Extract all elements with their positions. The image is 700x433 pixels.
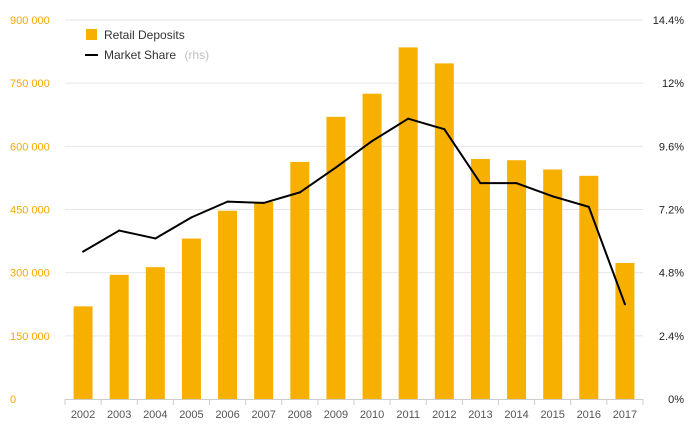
left-tick-label: 300 000 xyxy=(10,268,50,280)
left-tick-label: 0 xyxy=(10,394,16,406)
bar-retail-deposits xyxy=(290,161,310,399)
x-tick-label: 2002 xyxy=(71,409,95,421)
x-tick-label: 2003 xyxy=(107,409,131,421)
point-market-share xyxy=(154,237,157,240)
x-tick-label: 2006 xyxy=(215,409,239,421)
left-tick-label: 150 000 xyxy=(10,331,50,343)
x-tick-label: 2008 xyxy=(288,409,312,421)
bar-retail-deposits xyxy=(218,210,238,399)
point-market-share xyxy=(118,229,121,232)
x-tick-label: 2009 xyxy=(324,409,348,421)
point-market-share xyxy=(443,128,446,131)
bar-retail-deposits xyxy=(181,238,201,399)
right-tick-label: 2.4% xyxy=(659,331,684,343)
legend-label-market-share-suffix: (rhs) xyxy=(184,48,209,62)
x-tick-label: 2017 xyxy=(613,409,637,421)
bar-retail-deposits xyxy=(362,93,382,399)
point-market-share xyxy=(82,250,85,253)
x-axis-ticks: 2002 2003 2004 2005 2006 2007 2008 2009 2010 2011… xyxy=(71,409,637,421)
bar-retail-deposits xyxy=(73,306,93,399)
right-tick-label: 0% xyxy=(668,394,684,406)
point-market-share xyxy=(190,216,193,219)
legend-label-market-share: Market Share (rhs) xyxy=(104,46,209,63)
left-tick-label: 450 000 xyxy=(10,205,50,217)
left-axis-ticks: 0 150 000 300 000 450 000 600 000 750 000 900 … xyxy=(10,15,50,406)
bar-retail-deposits xyxy=(398,47,418,399)
bar-retail-deposits xyxy=(470,158,490,399)
bar-retail-deposits xyxy=(254,201,274,399)
legend-label-market-share-name: Market Share xyxy=(104,48,176,62)
axes xyxy=(64,399,644,405)
point-market-share xyxy=(515,182,518,185)
x-tick-label: 2007 xyxy=(251,409,275,421)
point-market-share xyxy=(587,205,590,208)
point-market-share xyxy=(262,201,265,204)
legend-swatch-retail-deposits xyxy=(86,29,97,40)
bar-retail-deposits xyxy=(615,262,635,399)
right-axis-ticks: 0% 2.4% 4.8% 7.2% 9.6% 12% 14.4% xyxy=(653,15,684,406)
x-tick-label: 2004 xyxy=(143,409,167,421)
right-tick-label: 4.8% xyxy=(659,268,684,280)
point-market-share xyxy=(298,191,301,194)
x-tick-label: 2016 xyxy=(577,409,601,421)
point-market-share xyxy=(334,166,337,169)
x-tick-label: 2010 xyxy=(360,409,384,421)
bar-retail-deposits xyxy=(109,274,129,399)
left-tick-label: 600 000 xyxy=(10,141,50,153)
left-tick-label: 900 000 xyxy=(10,15,50,27)
point-market-share xyxy=(371,140,374,143)
bar-retail-deposits xyxy=(507,160,527,399)
right-tick-label: 7.2% xyxy=(659,205,684,217)
point-market-share xyxy=(226,200,229,203)
line-market-share xyxy=(82,117,626,305)
right-tick-label: 9.6% xyxy=(659,141,684,153)
bar-retail-deposits xyxy=(579,175,599,399)
point-market-share xyxy=(407,117,410,120)
legend: Retail Deposits Market Share (rhs) xyxy=(85,28,209,63)
bar-retail-deposits xyxy=(326,116,346,399)
bar-retail-deposits xyxy=(543,169,563,399)
left-tick-label: 750 000 xyxy=(10,78,50,90)
x-tick-label: 2011 xyxy=(396,409,420,421)
x-tick-label: 2013 xyxy=(468,409,492,421)
point-market-share xyxy=(623,303,626,306)
bar-series xyxy=(73,47,635,399)
x-tick-label: 2014 xyxy=(504,409,528,421)
point-market-share xyxy=(479,182,482,185)
x-tick-label: 2012 xyxy=(432,409,456,421)
line-series xyxy=(82,117,626,306)
legend-label-retail-deposits: Retail Deposits xyxy=(104,28,185,42)
right-tick-label: 12% xyxy=(662,78,684,90)
point-market-share xyxy=(551,195,554,198)
x-tick-label: 2005 xyxy=(179,409,203,421)
x-tick-label: 2015 xyxy=(540,409,564,421)
bar-retail-deposits xyxy=(145,267,165,399)
right-tick-label: 14.4% xyxy=(653,15,684,27)
bar-retail-deposits xyxy=(434,63,454,399)
